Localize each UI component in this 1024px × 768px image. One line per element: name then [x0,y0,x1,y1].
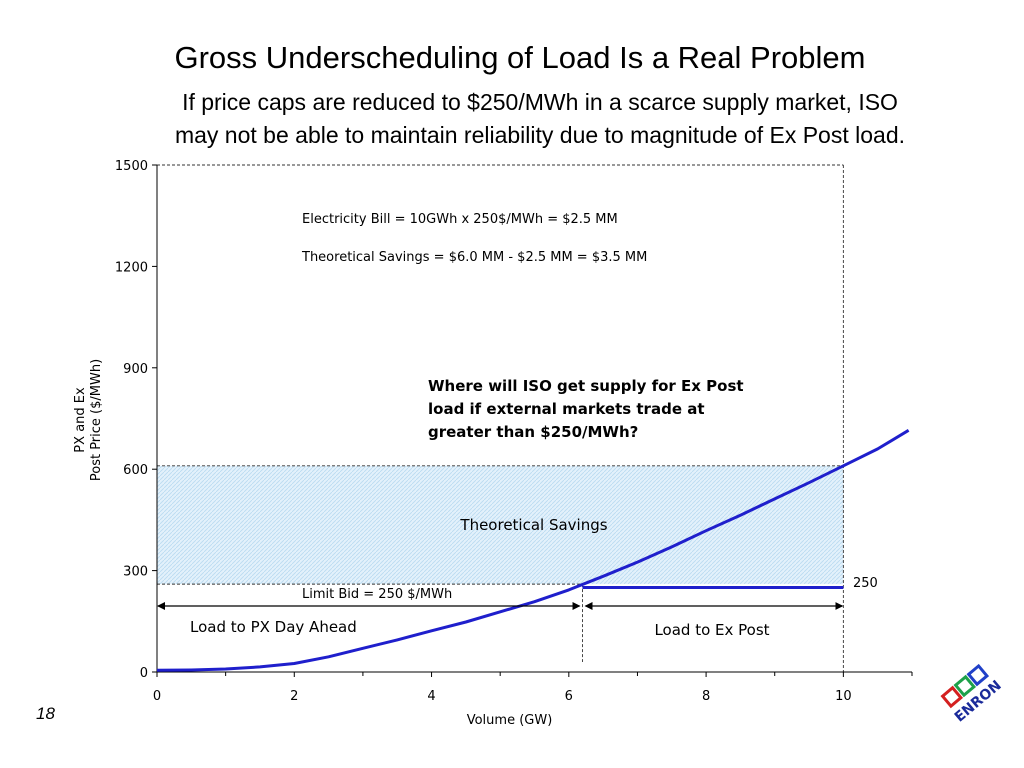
electricity-bill-annotation: Electricity Bill = 10GWh x 250$/MWh = $2… [302,212,618,227]
y-tick-label: 0 [140,666,148,681]
slide-subtitle: If price caps are reduced to $250/MWh in… [100,86,980,152]
x-tick-label: 2 [290,689,298,704]
x-axis-title: Volume (GW) [467,713,553,728]
load-ex-post-label: Load to Ex Post [654,621,769,639]
logo-square-blue [966,663,990,687]
subtitle-line-1: If price caps are reduced to $250/MWh in… [182,89,898,115]
y-tick-label: 300 [123,565,148,580]
load-px-label: Load to PX Day Ahead [190,618,357,636]
region-label: Theoretical Savings [459,516,607,534]
y-axis-title-line-2: Post Price ($/MWh) [89,359,104,481]
enron-logo: ENRON [940,663,1005,726]
x-tick-label: 0 [153,689,161,704]
x-tick-label: 4 [427,689,435,704]
y-tick-label: 1500 [115,159,148,174]
supply-curve-line [156,429,910,672]
cap-value-label: 250 [853,576,878,591]
y-axis-title-line-1: PX and Ex [73,387,88,453]
logo-square-red [940,685,964,709]
y-tick-label: 600 [123,463,148,478]
y-tick-label: 900 [123,362,148,377]
subtitle-line-2: may not be able to maintain reliability … [174,122,906,148]
question-annotation-line-2: load if external markets trade at [428,400,705,418]
y-axis-title: PX and Ex Post Price ($/MWh) [73,359,104,481]
question-annotation-line-1: Where will ISO get supply for Ex Post [428,377,744,395]
savings-calc-annotation: Theoretical Savings = $6.0 MM - $2.5 MM … [301,250,647,265]
x-tick-label: 10 [835,689,852,704]
question-annotation-line-3: greater than $250/MWh? [428,423,638,441]
slide-title: Gross Underscheduling of Load Is a Real … [174,40,866,75]
x-tick-label: 6 [565,689,573,704]
logo-square-green [953,674,977,698]
x-tick-label: 8 [702,689,710,704]
y-tick-label: 1200 [115,260,148,275]
theoretical-savings-region [157,465,844,585]
limit-bid-label: Limit Bid = 250 $/MWh [302,587,452,602]
slide-number: 18 [36,704,55,723]
